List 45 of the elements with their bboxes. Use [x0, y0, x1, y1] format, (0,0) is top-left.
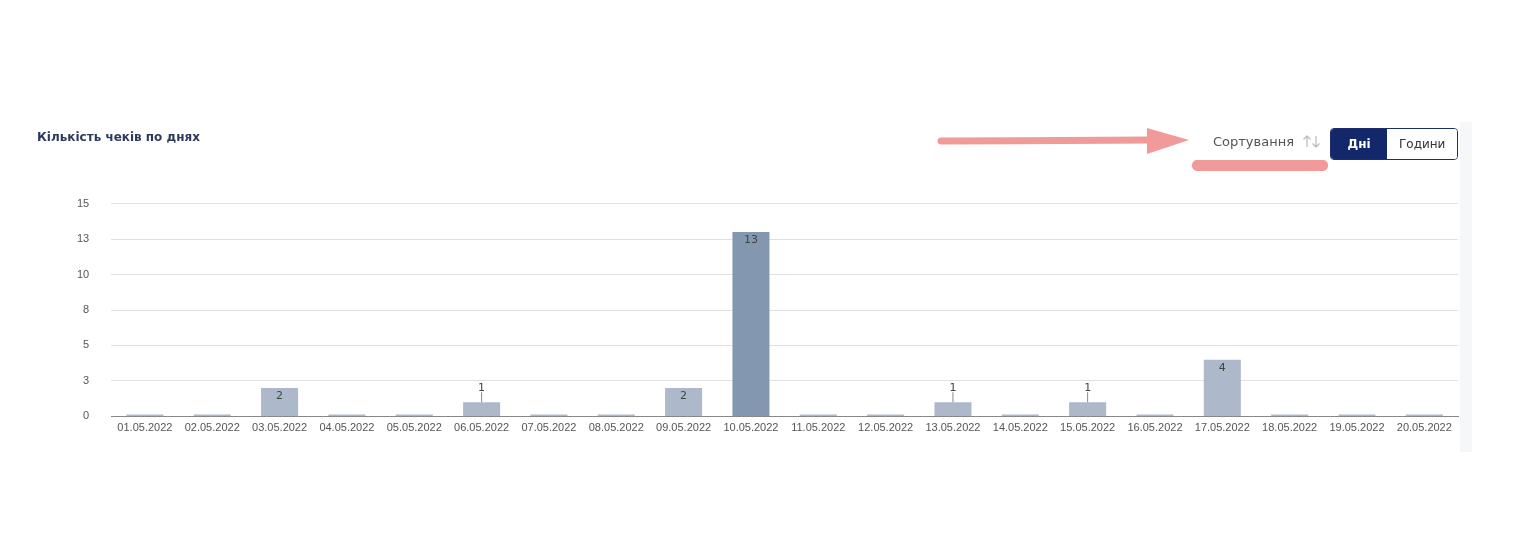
data-label: 2	[276, 389, 284, 403]
bar	[1069, 402, 1107, 416]
text: Години	[1387, 129, 1458, 159]
data-label: 4	[1218, 361, 1226, 375]
x-tick-label: 05.05.2022	[386, 421, 442, 434]
bar	[934, 402, 972, 416]
text: Дні	[1331, 129, 1387, 159]
y-tick-label: 5	[83, 338, 90, 351]
data-label: 2	[680, 389, 688, 403]
x-tick-label: 08.05.2022	[588, 421, 644, 434]
x-tick-label: 02.05.2022	[184, 421, 240, 434]
x-tick-label: 15.05.2022	[1060, 421, 1116, 434]
x-tick-label: 01.05.2022	[117, 421, 173, 434]
y-tick-label: 13	[76, 232, 90, 245]
x-tick-label: 14.05.2022	[992, 421, 1048, 434]
x-tick-label: 13.05.2022	[925, 421, 981, 434]
x-tick-label: 09.05.2022	[656, 421, 712, 434]
x-tick-label: 18.05.2022	[1262, 421, 1318, 434]
x-tick-label: 10.05.2022	[723, 421, 779, 434]
text: Сортування	[1213, 134, 1294, 149]
y-tick-label: 15	[76, 196, 90, 209]
y-tick-label: 10	[76, 267, 90, 280]
bar	[665, 388, 703, 416]
bar	[261, 388, 299, 416]
bar	[1203, 359, 1241, 416]
x-tick-label: 20.05.2022	[1396, 421, 1452, 434]
data-label: 1	[949, 380, 957, 394]
x-tick-label: 07.05.2022	[521, 421, 577, 434]
x-tick-label: 16.05.2022	[1127, 421, 1183, 434]
bar	[732, 231, 770, 416]
bar	[463, 402, 501, 416]
y-tick-label: 3	[83, 373, 90, 386]
data-label: 1	[1084, 380, 1092, 394]
x-tick-label: 19.05.2022	[1329, 421, 1385, 434]
data-label: 1	[478, 380, 486, 394]
x-tick-label: 11.05.2022	[791, 421, 846, 434]
x-tick-label: 03.05.2022	[252, 421, 308, 434]
x-tick-label: 12.05.2022	[858, 421, 914, 434]
data-label: 13	[743, 233, 758, 247]
chart-title: Кількість чеків по днях	[37, 130, 200, 144]
x-tick-label: 06.05.2022	[454, 421, 510, 434]
y-tick-label: 0	[83, 409, 90, 422]
y-tick-label: 8	[83, 303, 90, 316]
x-tick-label: 17.05.2022	[1194, 421, 1250, 434]
x-tick-label: 04.05.2022	[319, 421, 375, 434]
